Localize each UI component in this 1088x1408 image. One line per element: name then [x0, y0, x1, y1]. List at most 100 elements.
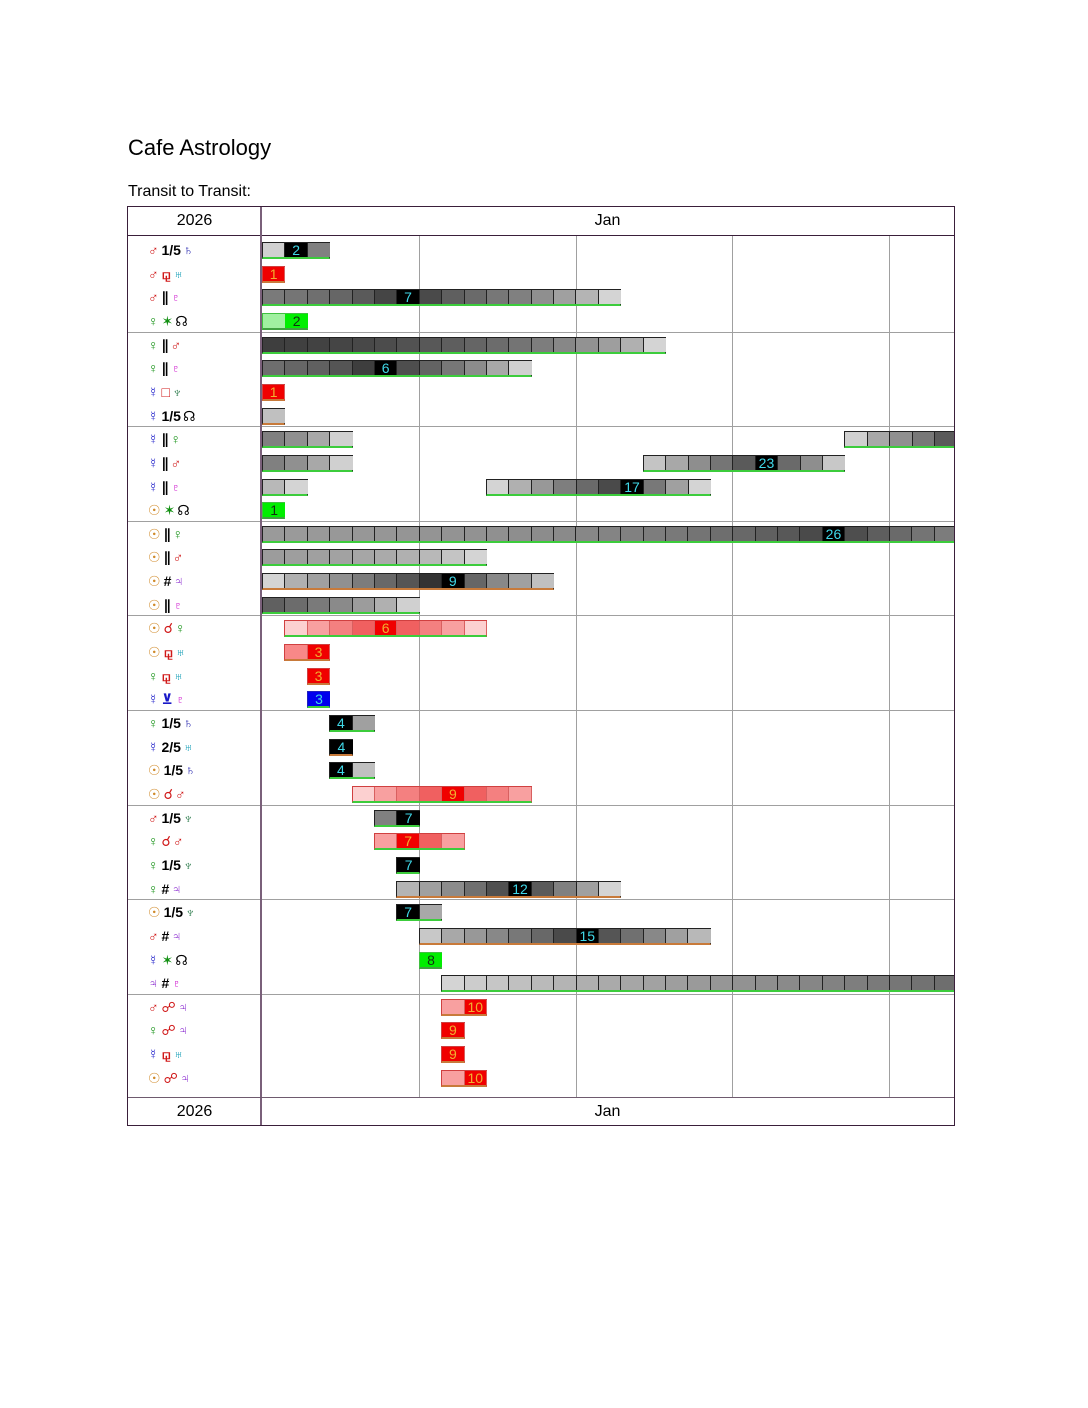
transit-bar[interactable]	[262, 407, 286, 425]
day-cell	[486, 881, 510, 896]
transit-bar[interactable]: 15	[418, 927, 711, 945]
planet-glyph-icon: ♇	[171, 975, 182, 992]
planet-glyph-icon: ♂	[148, 242, 159, 258]
day-cell: 26	[822, 526, 846, 542]
day-cell	[352, 574, 375, 589]
day-cell	[509, 574, 532, 589]
transit-bar[interactable]	[262, 478, 308, 496]
day-cell	[419, 526, 443, 541]
aspect-glyph-icon: ⚼	[161, 667, 172, 684]
aspect-glyph-icon: ☍	[161, 1022, 176, 1039]
transit-bar[interactable]: 2	[262, 312, 308, 330]
day-cell	[688, 526, 711, 541]
day-cell	[375, 834, 398, 849]
transit-bar[interactable]: 1	[262, 265, 286, 283]
day-cell	[531, 881, 555, 896]
transit-bar[interactable]	[262, 431, 353, 449]
aspect-glyph-icon: ∥	[161, 289, 169, 306]
day-cell	[576, 479, 599, 494]
transit-bar[interactable]	[262, 336, 667, 354]
day-cell	[666, 928, 689, 943]
transit-bar[interactable]	[262, 549, 487, 567]
day-cell	[576, 337, 599, 352]
transit-bar[interactable]	[844, 431, 954, 449]
transit-bar[interactable]	[441, 975, 954, 993]
transit-bar[interactable]: 7	[374, 809, 420, 827]
transit-bar[interactable]: 7	[374, 833, 465, 851]
group-divider	[128, 710, 260, 711]
transit-bar[interactable]: 2	[262, 242, 331, 259]
day-cell	[419, 574, 443, 589]
transit-bar[interactable]: 8	[418, 951, 443, 969]
transit-bar[interactable]: 1	[262, 383, 286, 401]
day-cell	[598, 290, 622, 305]
day-cell	[374, 574, 398, 589]
day-cell: 4	[330, 715, 353, 731]
day-cell	[598, 881, 622, 896]
transit-bar[interactable]: 4	[329, 762, 375, 780]
transit-bar[interactable]: 9	[351, 785, 532, 803]
planet-glyph-icon: ♄	[182, 242, 194, 258]
day-cell	[912, 526, 935, 541]
planet-glyph-icon: ☉	[148, 549, 161, 566]
transit-bar[interactable]: 23	[642, 454, 846, 472]
day-cell	[419, 905, 443, 920]
day-cell	[307, 597, 331, 612]
day-cell	[263, 479, 286, 494]
transit-bar[interactable]: 7	[262, 289, 622, 307]
transit-bar[interactable]: 26	[262, 525, 954, 543]
transit-bar[interactable]: 9	[262, 573, 555, 591]
transit-bar[interactable]: 3	[284, 644, 331, 662]
day-cell	[330, 550, 353, 565]
planet-glyph-icon: ♃	[171, 927, 182, 944]
transit-bar[interactable]: 9	[441, 1022, 465, 1040]
day-cell	[397, 337, 420, 352]
day-cell: 4	[330, 739, 353, 755]
aspect-label: ☿ ✶ ☊	[148, 949, 188, 971]
site-title: Cafe Astrology	[128, 135, 272, 160]
transit-bar[interactable]: 3	[306, 667, 331, 685]
transit-bar[interactable]: 10	[441, 1069, 487, 1087]
transit-bar[interactable]	[262, 596, 420, 614]
aspect-glyph-icon: ☌	[163, 785, 173, 802]
transit-bar[interactable]: 10	[441, 998, 487, 1016]
day-cell	[464, 976, 487, 991]
aspect-glyph-icon: 1/5	[163, 904, 184, 921]
transit-bar[interactable]: 7	[396, 904, 443, 922]
aspect-glyph-icon: ⚼	[161, 265, 172, 282]
planet-glyph-icon: ♀	[148, 856, 159, 873]
day-cell	[800, 526, 823, 541]
transit-bar[interactable]: 6	[284, 620, 487, 638]
transit-bar[interactable]: 7	[396, 856, 420, 874]
transit-bar[interactable]: 17	[486, 478, 711, 496]
planet-glyph-icon: ☿	[148, 1046, 159, 1063]
aspect-label: ☉ 1/5 ♄	[148, 759, 196, 781]
day-cell	[486, 337, 510, 352]
planet-glyph-icon: ☉	[148, 502, 161, 519]
planet-glyph-icon: ♄	[185, 762, 196, 779]
transit-bar[interactable]: 12	[396, 880, 622, 898]
planet-glyph-icon: ☊	[175, 312, 188, 329]
transit-bar[interactable]: 4	[329, 715, 375, 732]
transit-bar[interactable]: 3	[306, 691, 331, 709]
day-cell	[486, 361, 510, 376]
day-cell	[464, 621, 487, 636]
transit-bar[interactable]: 6	[262, 360, 532, 378]
transit-bar[interactable]: 1	[262, 502, 286, 520]
day-cell: 7	[397, 833, 420, 849]
aspect-label: ♀ ☍ ♃	[148, 1019, 188, 1041]
planet-glyph-icon: ♇	[170, 360, 182, 377]
aspect-label: ☿ 1/5 ☊	[148, 405, 195, 427]
planet-glyph-icon: ☉	[148, 644, 161, 661]
transit-bar[interactable]: 9	[441, 1046, 465, 1064]
transit-bar[interactable]	[262, 454, 353, 472]
day-cell	[419, 550, 443, 565]
day-cell	[419, 928, 443, 943]
transit-bar[interactable]: 4	[329, 738, 353, 756]
exact-day-marker: 7	[404, 809, 413, 826]
planet-glyph-icon: ♂	[148, 927, 159, 944]
aspect-label: ☉ ☌ ♂	[148, 783, 185, 805]
day-cell	[352, 621, 375, 636]
day-cell: 17	[621, 479, 644, 495]
day-cell	[442, 928, 465, 943]
